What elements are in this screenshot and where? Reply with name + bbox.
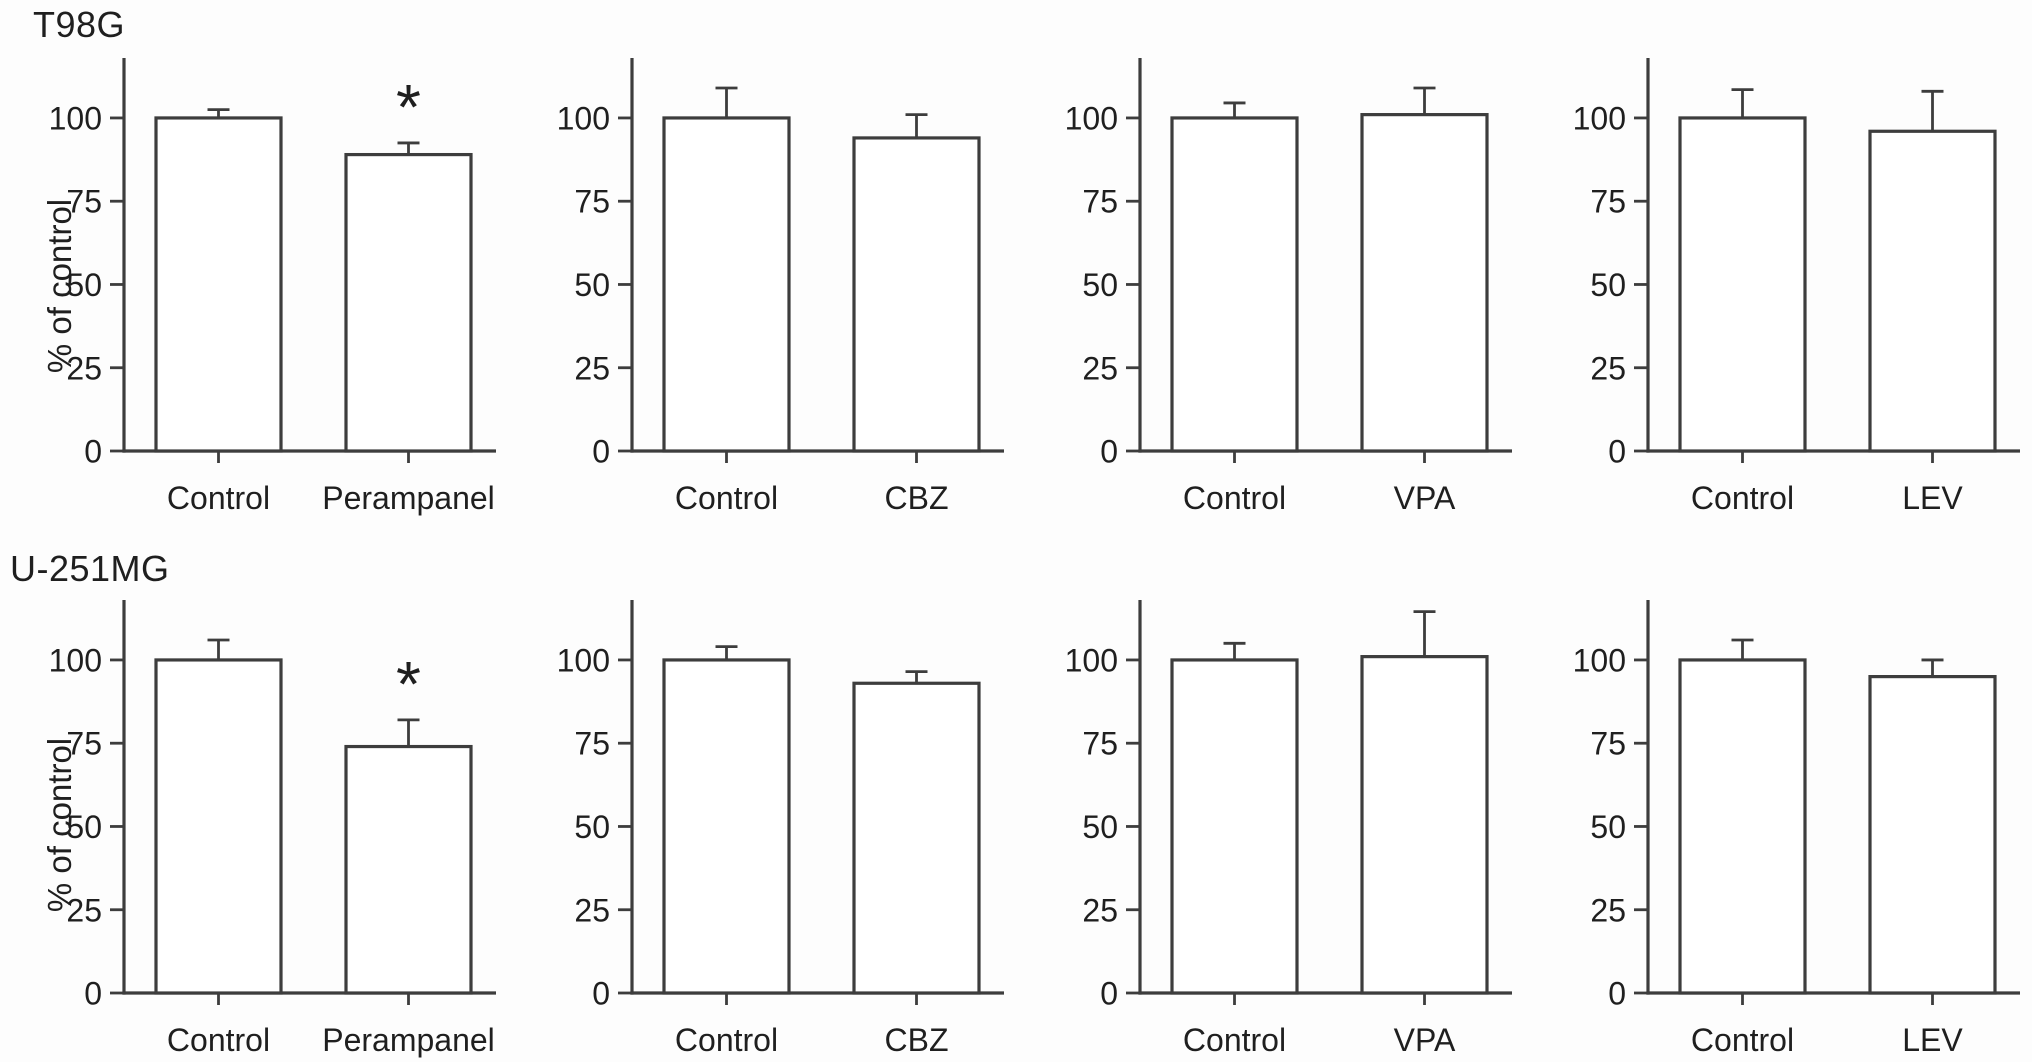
bar xyxy=(662,116,791,453)
y-tick-label: 75 xyxy=(66,184,102,220)
y-tick-label: 50 xyxy=(1082,267,1118,303)
bar xyxy=(1170,658,1299,995)
y-tick-label: 50 xyxy=(66,267,102,303)
bar xyxy=(852,136,981,453)
bar xyxy=(1360,655,1489,995)
y-tick-label: 0 xyxy=(592,434,610,470)
bar-chart-panel-t98g-perampanel: 0 25 50 75 100 Control Perampanel * xyxy=(49,58,496,516)
panel-strip: 0 25 50 75 100 Control Perampanel * 0 25 50 75 100 C… xyxy=(0,58,2032,520)
y-tick-label: 100 xyxy=(557,642,610,678)
x-category-label: Control xyxy=(1183,1022,1286,1058)
y-tick-label: 50 xyxy=(1590,809,1626,845)
x-category-label: Control xyxy=(1183,480,1286,516)
y-tick-label: 25 xyxy=(66,892,102,928)
row-title-u251mg: U-251MG xyxy=(10,548,170,589)
y-tick-label: 75 xyxy=(1590,726,1626,762)
bar-chart-panel-u251mg-cbz: 0 25 50 75 100 Control CBZ xyxy=(557,600,1004,1058)
x-category-label: Control xyxy=(1691,480,1794,516)
y-tick-label: 50 xyxy=(66,809,102,845)
bar xyxy=(344,152,473,453)
significance-asterisk: * xyxy=(396,71,421,143)
bar xyxy=(1360,113,1489,453)
y-tick-label: 100 xyxy=(49,642,102,678)
y-tick-label: 50 xyxy=(1590,267,1626,303)
y-tick-label: 25 xyxy=(574,892,610,928)
y-tick-label: 25 xyxy=(1590,350,1626,386)
y-tick-label: 25 xyxy=(1082,892,1118,928)
row-t98g: T98G % of control 0 25 50 75 100 Control Peram… xyxy=(0,0,2032,530)
bar xyxy=(1170,116,1299,453)
significance-asterisk: * xyxy=(396,648,421,720)
y-tick-label: 75 xyxy=(574,184,610,220)
bar xyxy=(154,116,283,453)
x-category-label: Control xyxy=(675,1022,778,1058)
bar-chart-panel-t98g-vpa: 0 25 50 75 100 Control VPA xyxy=(1065,58,1512,516)
x-category-label: LEV xyxy=(1902,480,1963,516)
bar xyxy=(852,681,981,995)
x-category-label: Control xyxy=(167,480,270,516)
x-category-label: CBZ xyxy=(885,1022,949,1058)
y-tick-label: 0 xyxy=(592,976,610,1012)
x-category-label: VPA xyxy=(1394,1022,1456,1058)
x-category-label: Control xyxy=(675,480,778,516)
x-category-label: Control xyxy=(1691,1022,1794,1058)
y-tick-label: 100 xyxy=(1573,642,1626,678)
y-tick-label: 0 xyxy=(1608,434,1626,470)
y-tick-label: 50 xyxy=(574,267,610,303)
y-tick-label: 75 xyxy=(574,726,610,762)
bar-chart-panel-u251mg-vpa: 0 25 50 75 100 Control VPA xyxy=(1065,600,1512,1058)
bar xyxy=(1678,116,1807,453)
x-category-label: Perampanel xyxy=(322,1022,495,1058)
y-tick-label: 75 xyxy=(1590,184,1626,220)
y-tick-label: 50 xyxy=(1082,809,1118,845)
y-tick-label: 0 xyxy=(84,976,102,1012)
y-tick-label: 100 xyxy=(557,100,610,136)
bar-chart-panel-t98g-lev: 0 25 50 75 100 Control LEV xyxy=(1573,58,2020,516)
x-category-label: CBZ xyxy=(885,480,949,516)
bar xyxy=(662,658,791,995)
y-tick-label: 0 xyxy=(84,434,102,470)
y-tick-label: 75 xyxy=(1082,184,1118,220)
x-category-label: Perampanel xyxy=(322,480,495,516)
y-tick-label: 25 xyxy=(1590,892,1626,928)
panel-strip: 0 25 50 75 100 Control Perampanel * 0 25 50 75 100 C… xyxy=(0,600,2032,1062)
y-tick-label: 0 xyxy=(1100,434,1118,470)
y-tick-label: 100 xyxy=(1065,642,1118,678)
bar-chart-panel-u251mg-perampanel: 0 25 50 75 100 Control Perampanel * xyxy=(49,600,496,1058)
y-tick-label: 75 xyxy=(66,726,102,762)
y-tick-label: 0 xyxy=(1608,976,1626,1012)
y-tick-label: 25 xyxy=(1082,350,1118,386)
y-tick-label: 50 xyxy=(574,809,610,845)
y-tick-label: 25 xyxy=(574,350,610,386)
row-u251mg: U-251MG % of control 0 25 50 75 100 Control Pe… xyxy=(0,530,2032,1058)
bar xyxy=(154,658,283,995)
x-category-label: LEV xyxy=(1902,1022,1963,1058)
x-category-label: Control xyxy=(167,1022,270,1058)
y-tick-label: 100 xyxy=(1065,100,1118,136)
y-tick-label: 100 xyxy=(1573,100,1626,136)
x-category-label: VPA xyxy=(1394,480,1456,516)
bar xyxy=(344,744,473,995)
bar xyxy=(1868,675,1997,995)
bar xyxy=(1868,129,1997,453)
y-tick-label: 100 xyxy=(49,100,102,136)
row-title-t98g: T98G xyxy=(33,4,126,45)
bar-chart-panel-u251mg-lev: 0 25 50 75 100 Control LEV xyxy=(1573,600,2020,1058)
y-tick-label: 25 xyxy=(66,350,102,386)
bar-chart-panel-t98g-cbz: 0 25 50 75 100 Control CBZ xyxy=(557,58,1004,516)
y-tick-label: 75 xyxy=(1082,726,1118,762)
bar xyxy=(1678,658,1807,995)
y-tick-label: 0 xyxy=(1100,976,1118,1012)
